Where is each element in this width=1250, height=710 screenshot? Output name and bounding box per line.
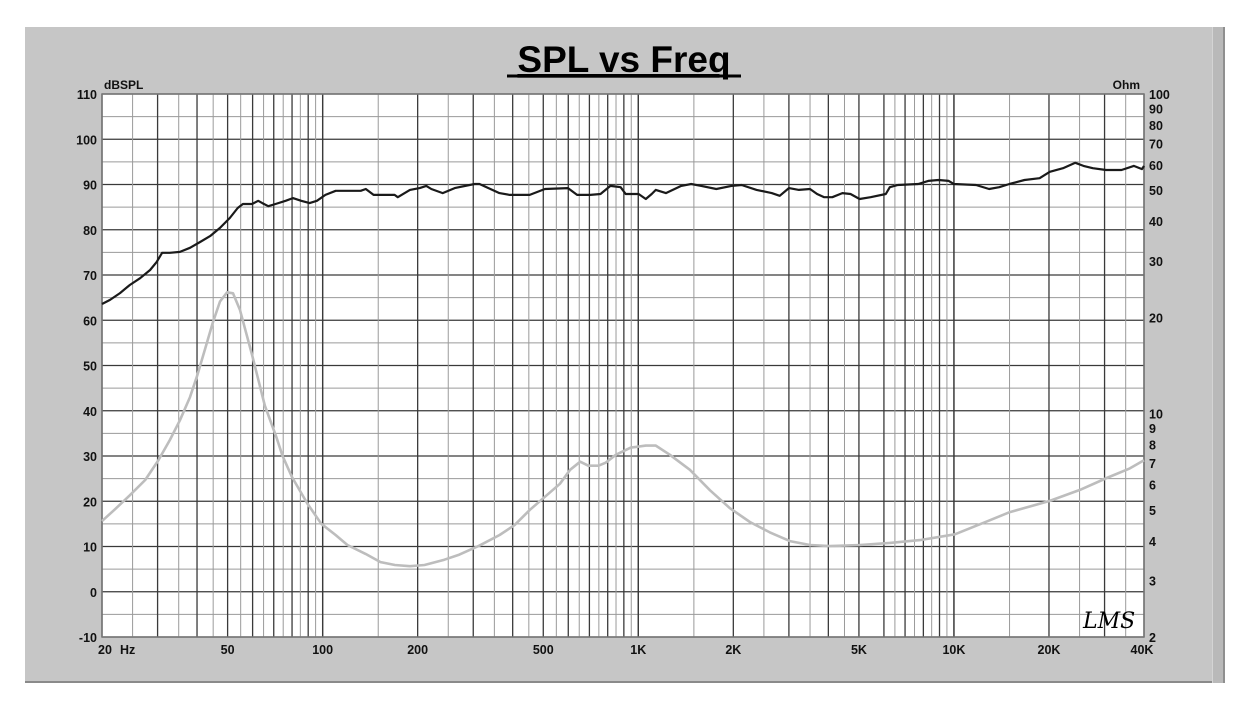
x-tick-label: 50 [221,643,235,657]
spl-curve [101,161,1145,305]
y2-tick-label: 50 [1149,184,1163,198]
y-tick-label: 30 [83,450,97,464]
panel-edge-strip [1212,27,1225,683]
lms-logo: LMS [1082,609,1135,634]
x-tick-label: 500 [533,643,554,657]
impedance-curve [101,290,1145,568]
y2-tick-label: 8 [1149,439,1156,453]
y2-tick-label: 5 [1149,504,1156,518]
y-tick-label: 50 [83,360,97,374]
x-axis-ticks: 20 50 100 200 500 1K 2K 5K 10K 20K 40K [98,643,1153,657]
x-tick-label: 2K [725,643,741,657]
y2-tick-label: 40 [1149,215,1163,229]
y2-tick-label: 80 [1149,119,1163,133]
x-tick-label: 5K [851,643,867,657]
x-tick-label: 20 [98,643,112,657]
y2-tick-label: 70 [1149,138,1163,152]
x-tick-label: 100 [312,643,333,657]
y-tick-label: 0 [90,586,97,600]
y-tick-label: 70 [83,269,97,283]
x-axis-unit: Hz [120,643,135,657]
left-axis-unit: dBSPL [104,78,143,92]
y-tick-label: 20 [83,495,97,509]
right-axis-unit: Ohm [1113,78,1140,92]
y2-tick-label: 2 [1149,631,1156,645]
x-tick-label: 20K [1038,643,1061,657]
y2-tick-label: 30 [1149,255,1163,269]
y-tick-label: 80 [83,224,97,238]
y2-tick-label: 10 [1149,408,1163,422]
y-tick-label: 40 [83,405,97,419]
y2-tick-label: 3 [1149,575,1156,589]
x-tick-label: 10K [942,643,965,657]
y-tick-label: 10 [83,541,97,555]
y2-tick-label: 7 [1149,457,1156,471]
y2-tick-label: 100 [1149,88,1170,102]
y2-tick-label: 9 [1149,422,1156,436]
chart-title: SPL vs Freq [517,39,730,80]
y2-tick-label: 6 [1149,479,1156,493]
svg-text:LMS: LMS [1082,609,1135,634]
x-tick-label: 1K [630,643,646,657]
y2-tick-label: 60 [1149,159,1163,173]
y-tick-label: 110 [77,88,97,102]
y-tick-label: 90 [83,179,97,193]
y2-tick-label: 90 [1149,103,1163,117]
y-tick-label: 60 [83,314,97,328]
plot-border [101,93,1145,638]
y2-tick-label: 20 [1149,311,1163,325]
x-tick-label: 40K [1131,643,1154,657]
y2-tick-label: 4 [1149,535,1156,549]
x-tick-label: 200 [407,643,428,657]
y-tick-label: -10 [79,631,97,645]
grid-lines [101,93,1145,638]
y-tick-label: 100 [76,133,97,147]
